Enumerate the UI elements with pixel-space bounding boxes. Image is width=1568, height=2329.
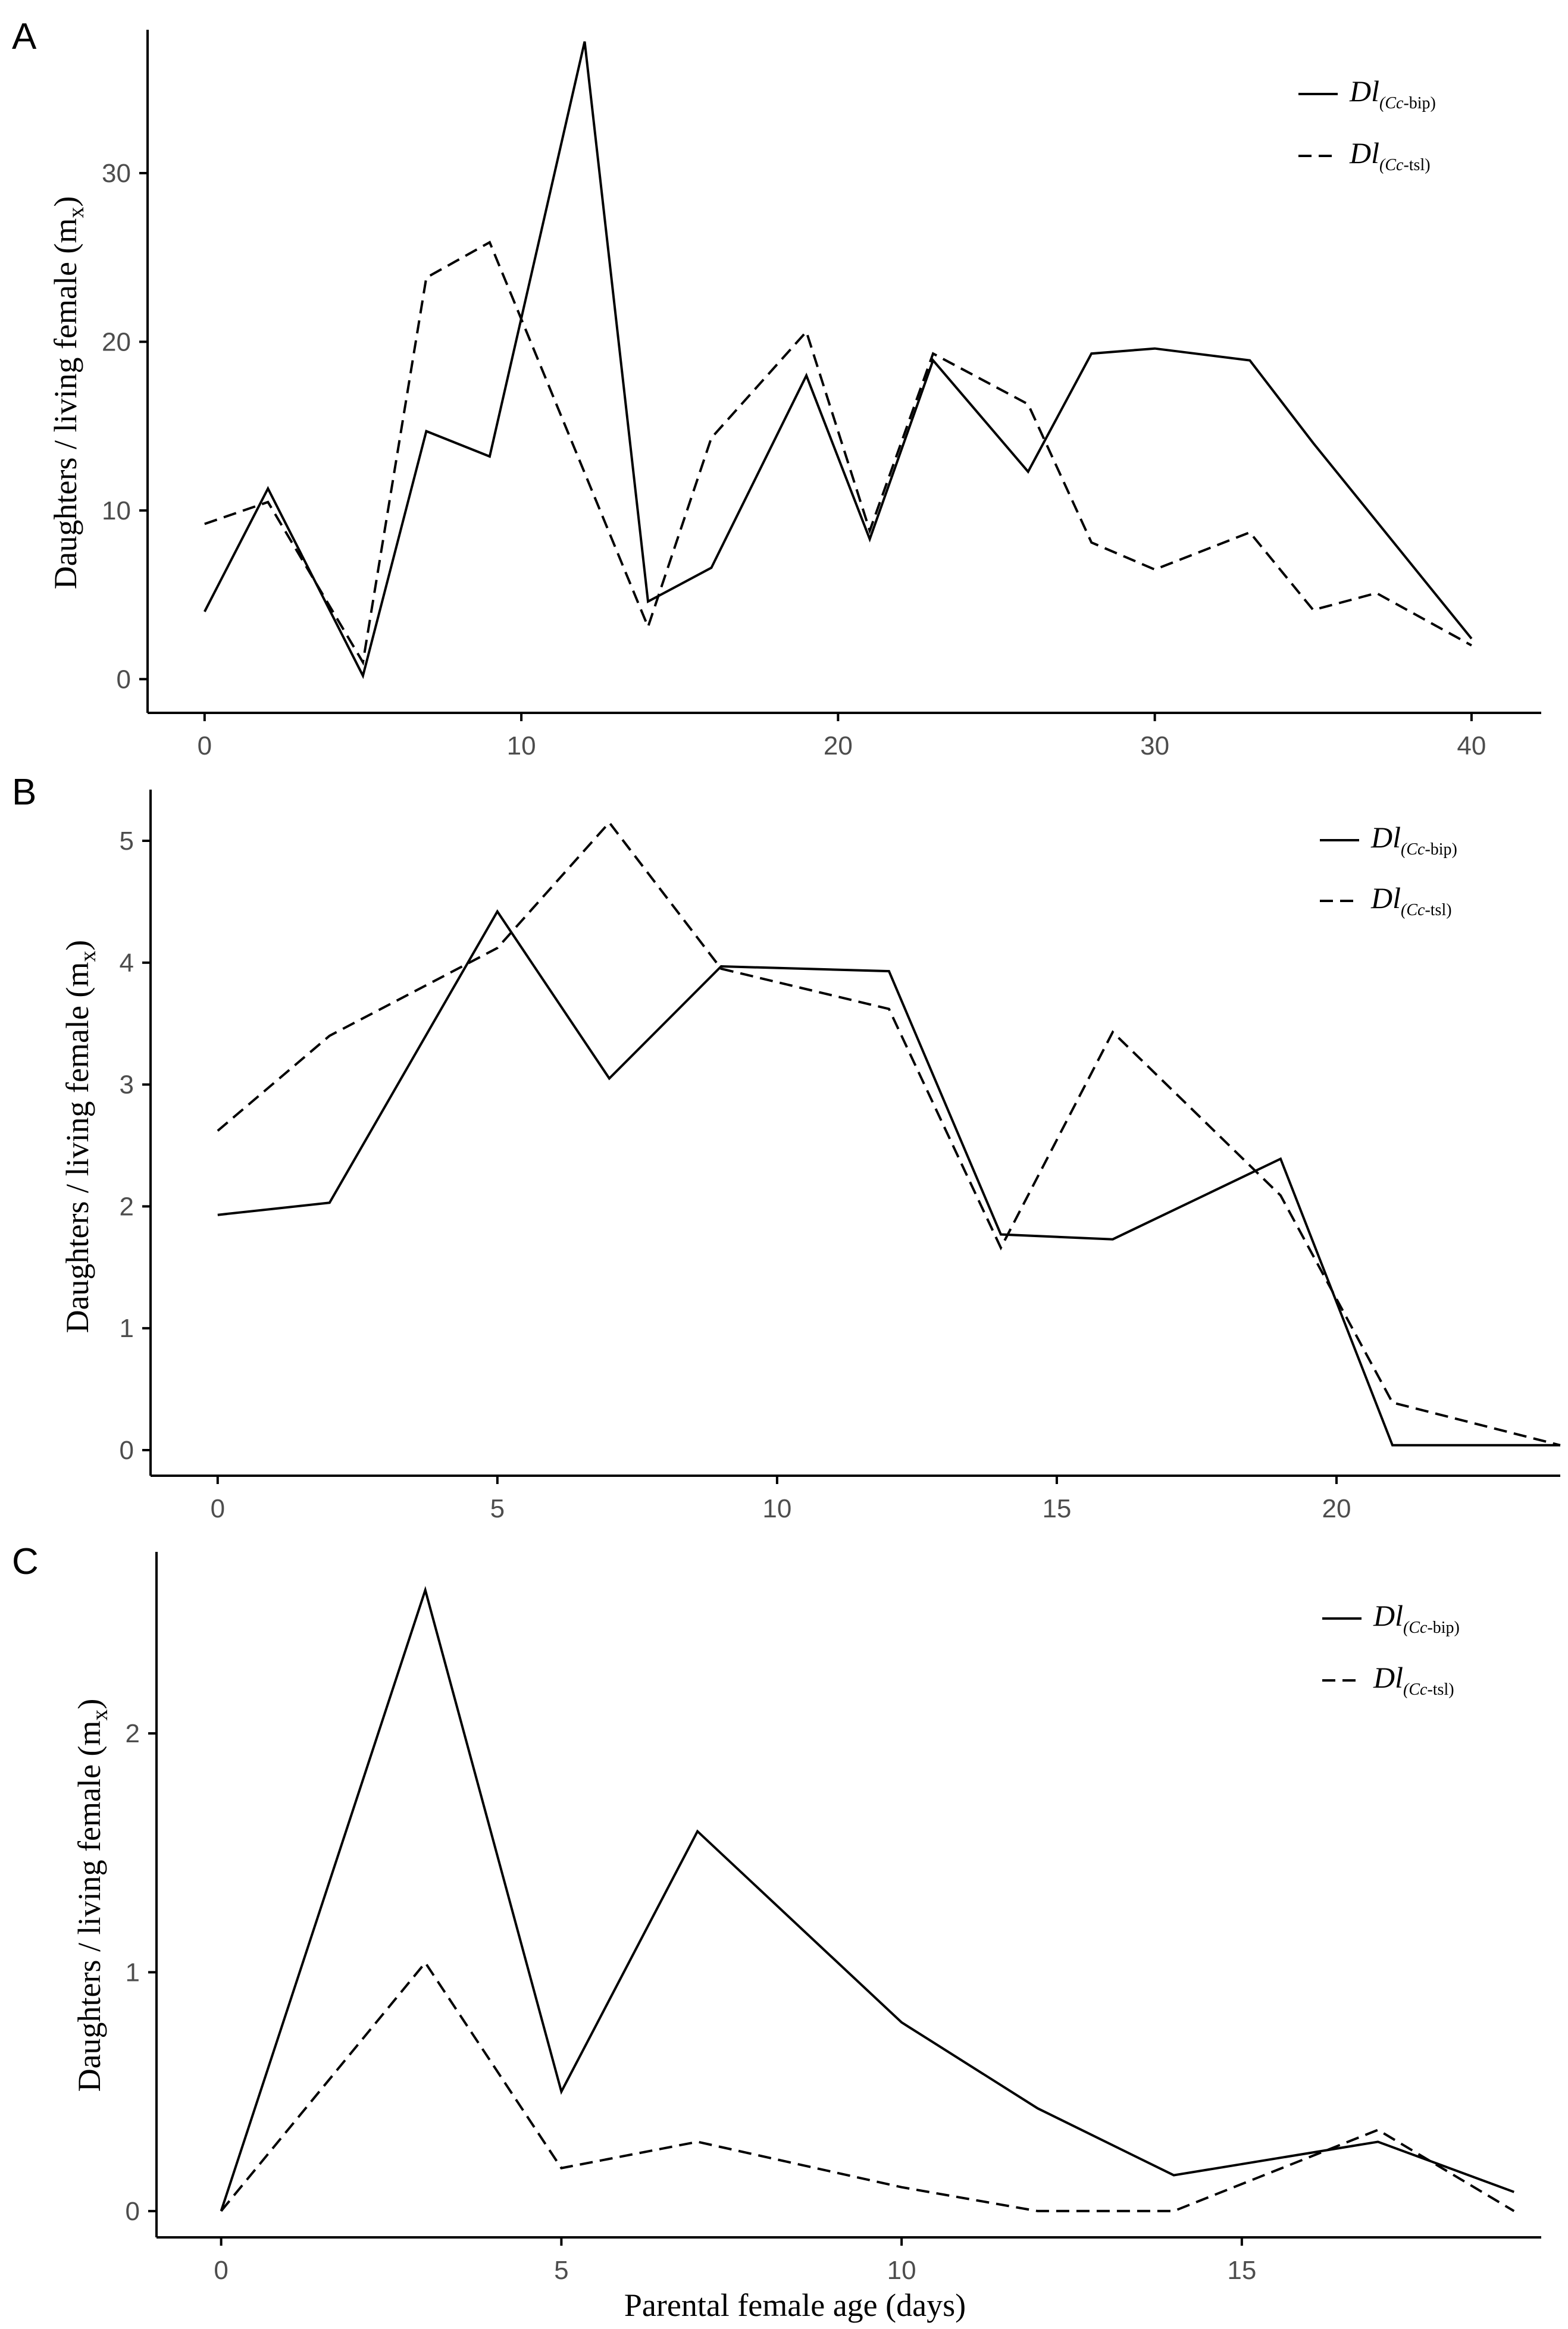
panel-c-legend-tsl-open: ( xyxy=(1403,1680,1410,1699)
panel-c-x-tick-label-1: 5 xyxy=(554,2256,568,2285)
panel-a-y-tick-label-3: 30 xyxy=(102,159,131,188)
panel-b-x-tick-label-3: 15 xyxy=(1042,1494,1071,1523)
panel-b-y-tick-label-1: 1 xyxy=(120,1314,134,1343)
panel-c-legend-tsl-italic: Cc xyxy=(1409,1680,1428,1699)
panel-a-legend-bip-open: ( xyxy=(1379,94,1386,112)
panel-a-legend-tsl-italic: Cc xyxy=(1385,156,1404,174)
panel-a-line-cc-tsl xyxy=(204,240,1472,666)
panel-a-x-tick-label-2: 20 xyxy=(824,731,853,760)
panel-b-y-tick-label-5: 5 xyxy=(120,827,134,856)
panel-b-line-cc-bip xyxy=(217,909,1560,1447)
panel-c: C Daughters / living female (mx) 0 1 2 0 5 1… xyxy=(12,1541,1541,2285)
panel-c-line-cc-bip xyxy=(220,1586,1514,2212)
panel-b-legend-label-tsl: Dl(Cc-tsl) xyxy=(1370,881,1452,919)
panel-b-y-axis-title-close: ) xyxy=(60,940,95,951)
panel-c-legend-bip-rest: -bip) xyxy=(1427,1619,1459,1637)
panel-b-legend-tsl-italic: Cc xyxy=(1406,901,1425,919)
panel-a-legend-tsl-main: Dl xyxy=(1349,136,1379,170)
panel-b-x-tick-label-4: 20 xyxy=(1322,1494,1351,1523)
panel-c-x-tick-label-3: 15 xyxy=(1227,2256,1256,2285)
panel-a-y-tick-label-2: 20 xyxy=(102,327,131,356)
panel-a-legend-tsl-rest: -tsl) xyxy=(1403,156,1430,174)
x-axis-title: Parental female age (days) xyxy=(624,2287,966,2323)
panel-c-y-axis-title-text: Daughters / living female (m xyxy=(71,1721,107,2092)
panel-b-y-tick-label-2: 2 xyxy=(120,1192,134,1221)
panel-a-legend-label-bip: Dl(Cc-bip) xyxy=(1349,74,1436,112)
panel-c-legend-bip-italic: Cc xyxy=(1409,1619,1428,1637)
panel-b-y-tick-label-0: 0 xyxy=(120,1436,134,1465)
panel-c-legend-tsl-main: Dl xyxy=(1373,1661,1403,1694)
panel-b-legend-bip-italic: Cc xyxy=(1406,840,1425,859)
panel-c-x-tick-label-0: 0 xyxy=(214,2256,228,2285)
panel-b-legend-tsl-main: Dl xyxy=(1370,881,1401,915)
panel-a-y-axis-title-sub: x xyxy=(64,207,89,218)
panel-c-y-axis-title-close: ) xyxy=(71,1699,107,1710)
panel-a-legend-tsl-open: ( xyxy=(1379,156,1386,174)
panel-c-y-axis-title: Daughters / living female (mx) xyxy=(71,1699,112,2092)
panel-a-line-cc-bip xyxy=(204,41,1473,680)
panel-c-y-tick-label-1: 1 xyxy=(126,1958,140,1987)
panel-a-x-tick-label-0: 0 xyxy=(198,731,212,760)
panel-a-y-tick-label-1: 10 xyxy=(102,496,131,525)
panel-c-line-cc-tsl xyxy=(220,1961,1515,2212)
panel-b: B Daughters / living female (mx) 012345 … xyxy=(12,772,1561,1523)
panel-a-legend-bip-main: Dl xyxy=(1349,74,1379,108)
panel-c-legend-bip-main: Dl xyxy=(1373,1599,1403,1632)
panel-b-legend-bip-open: ( xyxy=(1401,840,1407,859)
panel-a-y-axis-title: Daughters / living female (mx) xyxy=(48,196,89,590)
panel-a-y-axis-title-close: ) xyxy=(48,196,83,207)
panel-b-letter: B xyxy=(12,772,36,813)
panel-b-legend-label-bip: Dl(Cc-bip) xyxy=(1370,821,1457,859)
panel-c-y-ticks: 0 1 2 xyxy=(126,1719,157,2226)
panel-c-y-tick-label-2: 2 xyxy=(126,1719,140,1748)
panel-b-legend-tsl-open: ( xyxy=(1401,901,1407,919)
panel-b-x-tick-label-2: 10 xyxy=(762,1494,791,1523)
panel-b-y-axis-title-sub: x xyxy=(76,951,101,962)
panel-a-y-axis-title-text: Daughters / living female (m xyxy=(48,218,83,590)
panel-b-legend-tsl-rest: -tsl) xyxy=(1425,901,1451,919)
panel-c-x-tick-label-2: 10 xyxy=(887,2256,916,2285)
panel-a-x-ticks: 0 10 20 30 40 xyxy=(198,713,1486,760)
panel-b-x-ticks: 0 5 10 15 20 xyxy=(211,1476,1351,1523)
panel-b-y-tick-label-3: 3 xyxy=(120,1070,134,1100)
panel-b-y-tick-label-4: 4 xyxy=(120,948,134,978)
panel-a-y-ticks: 0 10 20 30 xyxy=(102,159,148,694)
panel-c-y-axis-title-sub: x xyxy=(87,1710,112,1721)
panel-b-legend-bip-rest: -bip) xyxy=(1425,840,1457,859)
panel-c-letter: C xyxy=(12,1541,39,1582)
panel-a-legend-label-tsl: Dl(Cc-tsl) xyxy=(1349,136,1431,174)
panel-a-x-tick-label-4: 40 xyxy=(1457,731,1486,760)
panel-c-y-tick-label-0: 0 xyxy=(126,2197,140,2226)
panel-a-legend-bip-rest: -bip) xyxy=(1403,94,1435,112)
panel-a-legend-bip-italic: Cc xyxy=(1385,94,1404,112)
panel-a: A Daughters / living female (mx) 0 10 20 30… xyxy=(12,16,1541,760)
panel-c-legend-label-bip: Dl(Cc-bip) xyxy=(1373,1599,1460,1637)
panel-b-y-axis-title: Daughters / living female (mx) xyxy=(60,940,101,1333)
panel-a-x-tick-label-1: 10 xyxy=(507,731,536,760)
panel-a-letter: A xyxy=(12,16,37,57)
panel-c-legend: Dl(Cc-bip) Dl(Cc-tsl) xyxy=(1322,1599,1460,1699)
panel-a-legend: Dl(Cc-bip) Dl(Cc-tsl) xyxy=(1298,74,1436,174)
panel-c-legend-bip-open: ( xyxy=(1403,1619,1410,1637)
panel-b-line-cc-tsl xyxy=(217,821,1561,1447)
panel-b-x-tick-label-1: 5 xyxy=(490,1494,505,1523)
panel-c-x-ticks: 0 5 10 15 xyxy=(214,2237,1256,2285)
panel-b-legend: Dl(Cc-bip) Dl(Cc-tsl) xyxy=(1320,821,1457,919)
panel-b-y-ticks: 0 1 2 3 4 5 xyxy=(120,827,151,1465)
panel-c-legend-tsl-rest: -tsl) xyxy=(1427,1680,1454,1699)
panel-b-x-tick-label-0: 0 xyxy=(211,1494,225,1523)
panel-a-y-tick-label-0: 0 xyxy=(117,665,131,694)
panel-a-x-tick-label-3: 30 xyxy=(1140,731,1169,760)
panel-b-y-axis-title-text: Daughters / living female (m xyxy=(60,962,95,1333)
panel-b-legend-bip-main: Dl xyxy=(1370,821,1401,854)
panel-c-legend-label-tsl: Dl(Cc-tsl) xyxy=(1373,1661,1454,1699)
